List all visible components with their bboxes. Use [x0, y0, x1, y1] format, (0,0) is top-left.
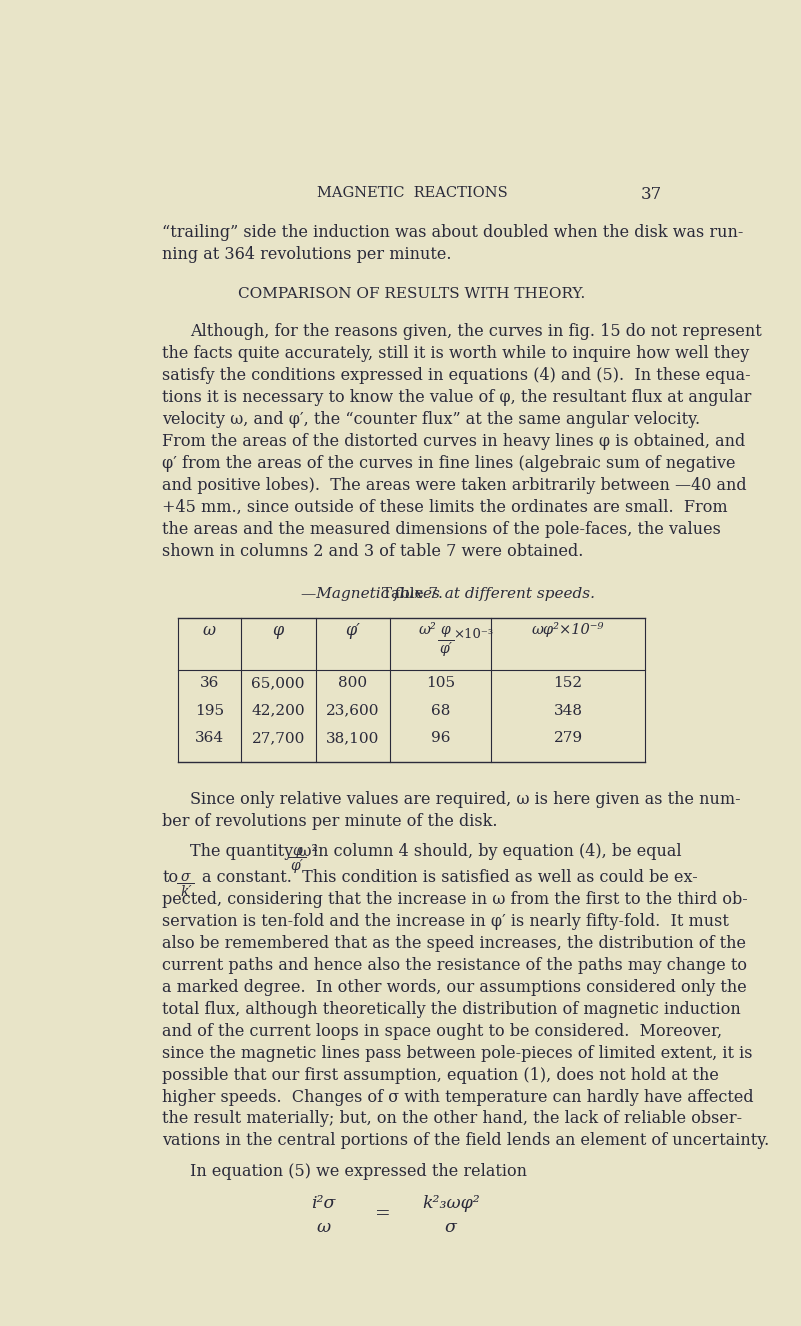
Text: ber of revolutions per minute of the disk.: ber of revolutions per minute of the dis…: [162, 813, 497, 830]
Text: φ′: φ′: [345, 622, 360, 639]
Text: in column 4 should, by equation (4), be equal: in column 4 should, by equation (4), be …: [313, 843, 682, 861]
Text: Table 7.: Table 7.: [381, 587, 442, 601]
Text: ω: ω: [203, 622, 215, 639]
Text: velocity ω, and φ′, the “counter flux” at the same angular velocity.: velocity ω, and φ′, the “counter flux” a…: [162, 411, 700, 428]
Text: =: =: [375, 1205, 390, 1224]
Text: 279: 279: [553, 731, 582, 745]
Text: also be remembered that as the speed increases, the distribution of the: also be remembered that as the speed inc…: [162, 935, 747, 952]
Text: 105: 105: [426, 676, 455, 690]
Text: a marked degree.  In other words, our assumptions considered only the: a marked degree. In other words, our ass…: [162, 979, 747, 996]
Text: σ: σ: [181, 870, 191, 884]
Text: 800: 800: [339, 676, 368, 690]
Text: higher speeds.  Changes of σ with temperature can hardly have affected: higher speeds. Changes of σ with tempera…: [162, 1089, 754, 1106]
Text: k′: k′: [180, 886, 191, 899]
Text: to: to: [162, 869, 179, 886]
Text: 152: 152: [553, 676, 582, 690]
Text: φ: φ: [441, 623, 450, 636]
Text: satisfy the conditions expressed in equations (4) and (5).  In these equa-: satisfy the conditions expressed in equa…: [162, 367, 751, 385]
Text: since the magnetic lines pass between pole-pieces of limited extent, it is: since the magnetic lines pass between po…: [162, 1045, 753, 1062]
Text: ×10⁻³: ×10⁻³: [453, 627, 493, 640]
Text: σ: σ: [445, 1219, 457, 1236]
Text: From the areas of the distorted curves in heavy lines φ is obtained, and: From the areas of the distorted curves i…: [162, 432, 746, 450]
Text: current paths and hence also the resistance of the paths may change to: current paths and hence also the resista…: [162, 957, 747, 973]
Text: 96: 96: [431, 731, 450, 745]
Text: the result materially; but, on the other hand, the lack of reliable obser-: the result materially; but, on the other…: [162, 1110, 743, 1127]
Text: servation is ten-fold and the increase in φ′ is nearly fifty-fold.  It must: servation is ten-fold and the increase i…: [162, 912, 729, 930]
Text: In equation (5) we expressed the relation: In equation (5) we expressed the relatio…: [190, 1163, 527, 1180]
Text: vations in the central portions of the field lends an element of uncertainty.: vations in the central portions of the f…: [162, 1132, 770, 1150]
Text: and positive lobes).  The areas were taken arbitrarily between —40 and: and positive lobes). The areas were take…: [162, 476, 747, 493]
Text: 364: 364: [195, 731, 223, 745]
Text: 195: 195: [195, 704, 223, 717]
Text: 65,000: 65,000: [252, 676, 305, 690]
Text: The quantity ω²: The quantity ω²: [190, 843, 318, 861]
Text: the areas and the measured dimensions of the pole-faces, the values: the areas and the measured dimensions of…: [162, 521, 721, 537]
Text: ning at 364 revolutions per minute.: ning at 364 revolutions per minute.: [162, 247, 452, 264]
Text: φ′: φ′: [291, 859, 304, 874]
Text: pected, considering that the increase in ω from the first to the third ob-: pected, considering that the increase in…: [162, 891, 748, 908]
Text: MAGNETIC  REACTIONS: MAGNETIC REACTIONS: [316, 186, 508, 200]
Text: k²₃ωφ²: k²₃ωφ²: [422, 1195, 480, 1212]
Text: ωφ²×10⁻⁹: ωφ²×10⁻⁹: [532, 622, 604, 636]
Text: φ: φ: [292, 843, 302, 858]
Text: 23,600: 23,600: [326, 704, 380, 717]
Text: tions it is necessary to know the value of φ, the resultant flux at angular: tions it is necessary to know the value …: [162, 389, 751, 406]
Text: 27,700: 27,700: [252, 731, 305, 745]
Text: i²σ: i²σ: [312, 1195, 336, 1212]
Text: 348: 348: [553, 704, 582, 717]
Text: possible that our first assumption, equation (1), does not hold at the: possible that our first assumption, equa…: [162, 1066, 719, 1083]
Text: φ′: φ′: [439, 642, 452, 656]
Text: φ: φ: [272, 622, 284, 639]
Text: 38,100: 38,100: [326, 731, 380, 745]
Text: φ′ from the areas of the curves in fine lines (algebraic sum of negative: φ′ from the areas of the curves in fine …: [162, 455, 735, 472]
Text: 36: 36: [199, 676, 219, 690]
Text: 68: 68: [431, 704, 450, 717]
Text: total flux, although theoretically the distribution of magnetic induction: total flux, although theoretically the d…: [162, 1001, 741, 1017]
Text: Although, for the reasons given, the curves in fig. 15 do not represent: Although, for the reasons given, the cur…: [190, 324, 762, 339]
Text: ω²: ω²: [418, 623, 436, 636]
Text: ω: ω: [316, 1219, 331, 1236]
Text: the facts quite accurately, still it is worth while to inquire how well they: the facts quite accurately, still it is …: [162, 345, 750, 362]
Text: a constant.  This condition is satisfied as well as could be ex-: a constant. This condition is satisfied …: [202, 869, 698, 886]
Text: +45 mm., since outside of these limits the ordinates are small.  From: +45 mm., since outside of these limits t…: [162, 499, 728, 516]
Text: shown in columns 2 and 3 of table 7 were obtained.: shown in columns 2 and 3 of table 7 were…: [162, 542, 584, 560]
Text: “trailing” side the induction was about doubled when the disk was run-: “trailing” side the induction was about …: [162, 224, 743, 241]
Text: Since only relative values are required, ω is here given as the num-: Since only relative values are required,…: [190, 790, 741, 808]
Text: and of the current loops in space ought to be considered.  Moreover,: and of the current loops in space ought …: [162, 1022, 723, 1040]
Text: —Magnetic fluxes at different speeds.: —Magnetic fluxes at different speeds.: [301, 587, 595, 601]
Text: 37: 37: [641, 186, 662, 203]
Text: COMPARISON OF RESULTS WITH THEORY.: COMPARISON OF RESULTS WITH THEORY.: [239, 286, 586, 301]
Text: 42,200: 42,200: [252, 704, 305, 717]
